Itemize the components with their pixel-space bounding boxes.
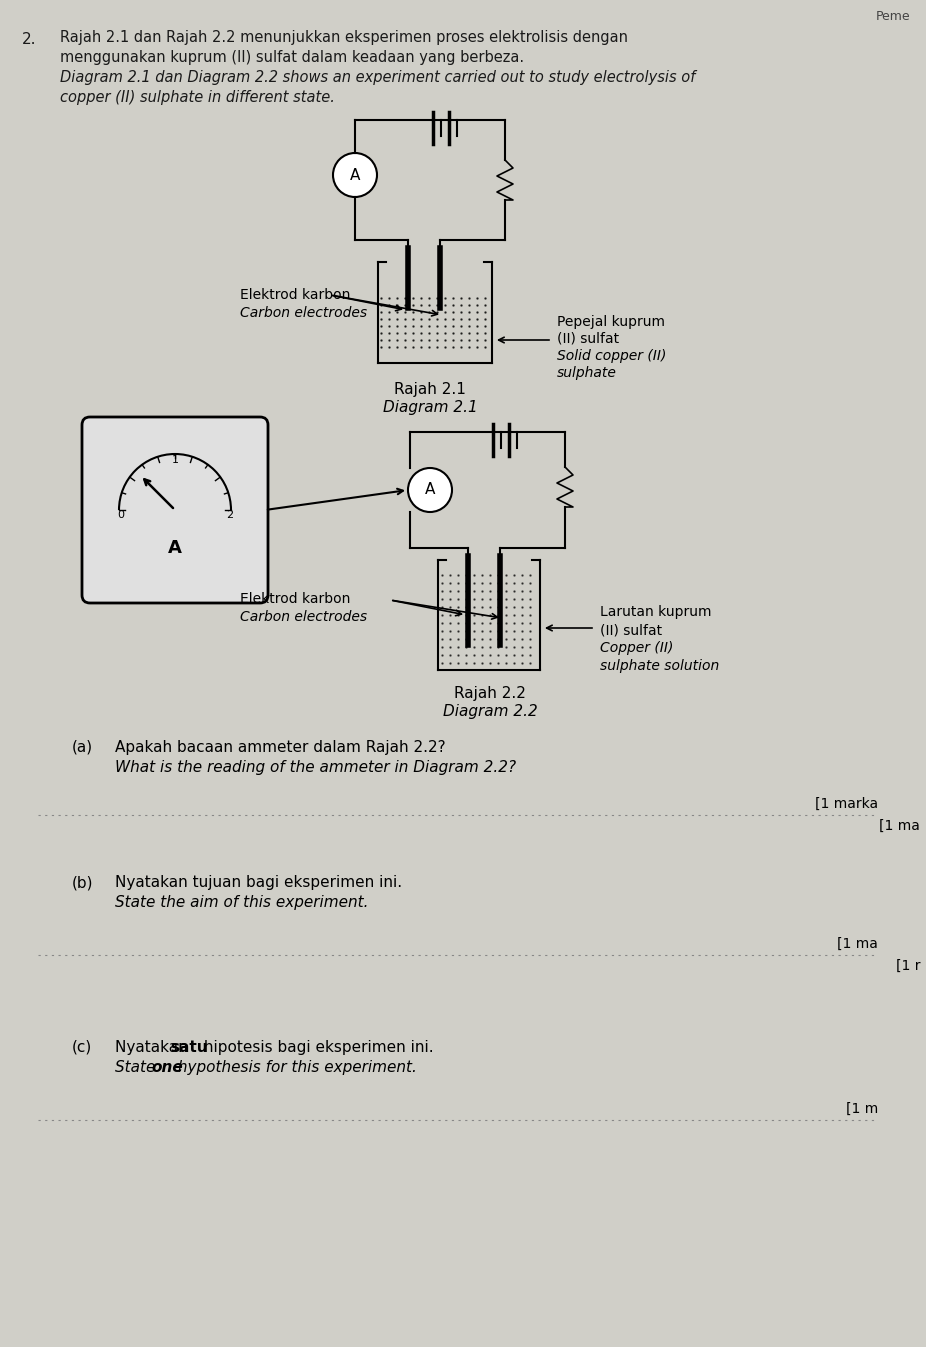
Text: [1 ma: [1 ma <box>837 938 878 951</box>
Text: [1 r: [1 r <box>895 959 920 973</box>
Text: menggunakan kuprum (II) sulfat dalam keadaan yang berbeza.: menggunakan kuprum (II) sulfat dalam kea… <box>60 50 524 65</box>
Text: sulphate: sulphate <box>557 366 617 380</box>
FancyBboxPatch shape <box>82 418 268 603</box>
Text: 2: 2 <box>226 511 233 520</box>
Text: 1: 1 <box>171 455 179 466</box>
Text: (II) sulfat: (II) sulfat <box>600 624 662 637</box>
Text: A: A <box>425 482 435 497</box>
Circle shape <box>408 467 452 512</box>
Text: Apakah bacaan ammeter dalam Rajah 2.2?: Apakah bacaan ammeter dalam Rajah 2.2? <box>115 740 445 756</box>
Text: Nyatakan tujuan bagi eksperimen ini.: Nyatakan tujuan bagi eksperimen ini. <box>115 876 402 890</box>
Text: A: A <box>168 539 181 558</box>
Text: hipotesis bagi eksperimen ini.: hipotesis bagi eksperimen ini. <box>199 1040 433 1055</box>
Text: (c): (c) <box>72 1040 93 1055</box>
Text: Carbon electrodes: Carbon electrodes <box>240 306 367 321</box>
Text: Rajah 2.1: Rajah 2.1 <box>394 383 466 397</box>
Text: 2.: 2. <box>22 32 36 47</box>
Text: copper (II) sulphate in different state.: copper (II) sulphate in different state. <box>60 90 335 105</box>
Text: Diagram 2.1 dan Diagram 2.2 shows an experiment carried out to study electrolysi: Diagram 2.1 dan Diagram 2.2 shows an exp… <box>60 70 695 85</box>
Text: Solid copper (II): Solid copper (II) <box>557 349 667 362</box>
Text: Pepejal kuprum: Pepejal kuprum <box>557 315 665 329</box>
Text: Elektrod karbon: Elektrod karbon <box>240 591 350 606</box>
Text: Copper (II): Copper (II) <box>600 641 673 655</box>
Text: (a): (a) <box>72 740 94 756</box>
Text: one: one <box>152 1060 183 1075</box>
Text: Diagram 2.1: Diagram 2.1 <box>382 400 478 415</box>
Text: [1 marka: [1 marka <box>815 797 878 811</box>
Text: A: A <box>350 167 360 182</box>
Text: State: State <box>115 1060 160 1075</box>
Text: What is the reading of the ammeter in Diagram 2.2?: What is the reading of the ammeter in Di… <box>115 760 516 775</box>
Text: sulphate solution: sulphate solution <box>600 659 720 674</box>
Text: (II) sulfat: (II) sulfat <box>557 331 619 346</box>
Text: Rajah 2.2: Rajah 2.2 <box>454 686 526 700</box>
Text: (b): (b) <box>72 876 94 890</box>
Text: [1 m: [1 m <box>845 1102 878 1117</box>
Text: Nyatakan: Nyatakan <box>115 1040 193 1055</box>
Text: Elektrod karbon: Elektrod karbon <box>240 288 350 302</box>
Text: [1 ma: [1 ma <box>879 819 920 832</box>
Text: 0: 0 <box>117 511 124 520</box>
Text: Carbon electrodes: Carbon electrodes <box>240 610 367 624</box>
Text: Peme: Peme <box>875 9 910 23</box>
Text: Diagram 2.2: Diagram 2.2 <box>443 704 537 719</box>
Circle shape <box>333 154 377 197</box>
Text: hypothesis for this experiment.: hypothesis for this experiment. <box>173 1060 417 1075</box>
Text: satu: satu <box>169 1040 207 1055</box>
Text: Rajah 2.1 dan Rajah 2.2 menunjukkan eksperimen proses elektrolisis dengan: Rajah 2.1 dan Rajah 2.2 menunjukkan eksp… <box>60 30 628 44</box>
Text: Larutan kuprum: Larutan kuprum <box>600 605 711 620</box>
Text: State the aim of this experiment.: State the aim of this experiment. <box>115 894 369 911</box>
